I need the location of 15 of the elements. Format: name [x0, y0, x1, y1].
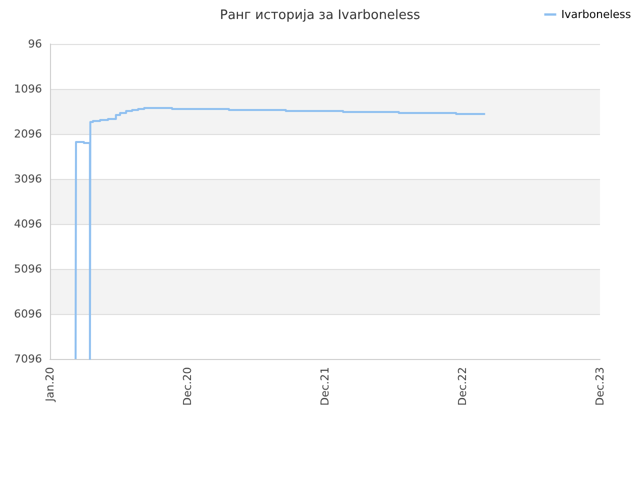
y-tick-label: 7096 [14, 352, 42, 366]
y-tick-label: 4096 [14, 218, 42, 230]
y-tick-label: 6096 [14, 308, 42, 320]
x-tick-label: Dec.21 [318, 367, 332, 406]
x-tick-label: Dec.22 [456, 367, 469, 406]
y-tick-label: 96 [28, 38, 42, 50]
x-tick-label: Dec.20 [181, 367, 194, 406]
y-tick-label: 1096 [14, 82, 42, 96]
legend-label: Ivarboneless [561, 8, 632, 21]
chart-title: Ранг историја за Ivarboneless [220, 8, 420, 23]
x-tick-label: Dec.23 [594, 367, 606, 406]
y-tick-label: 5096 [14, 262, 42, 276]
y-tick-label: 3096 [14, 172, 42, 186]
y-tick-label: 2096 [14, 128, 42, 140]
x-tick-label: Jan.20 [44, 367, 56, 402]
